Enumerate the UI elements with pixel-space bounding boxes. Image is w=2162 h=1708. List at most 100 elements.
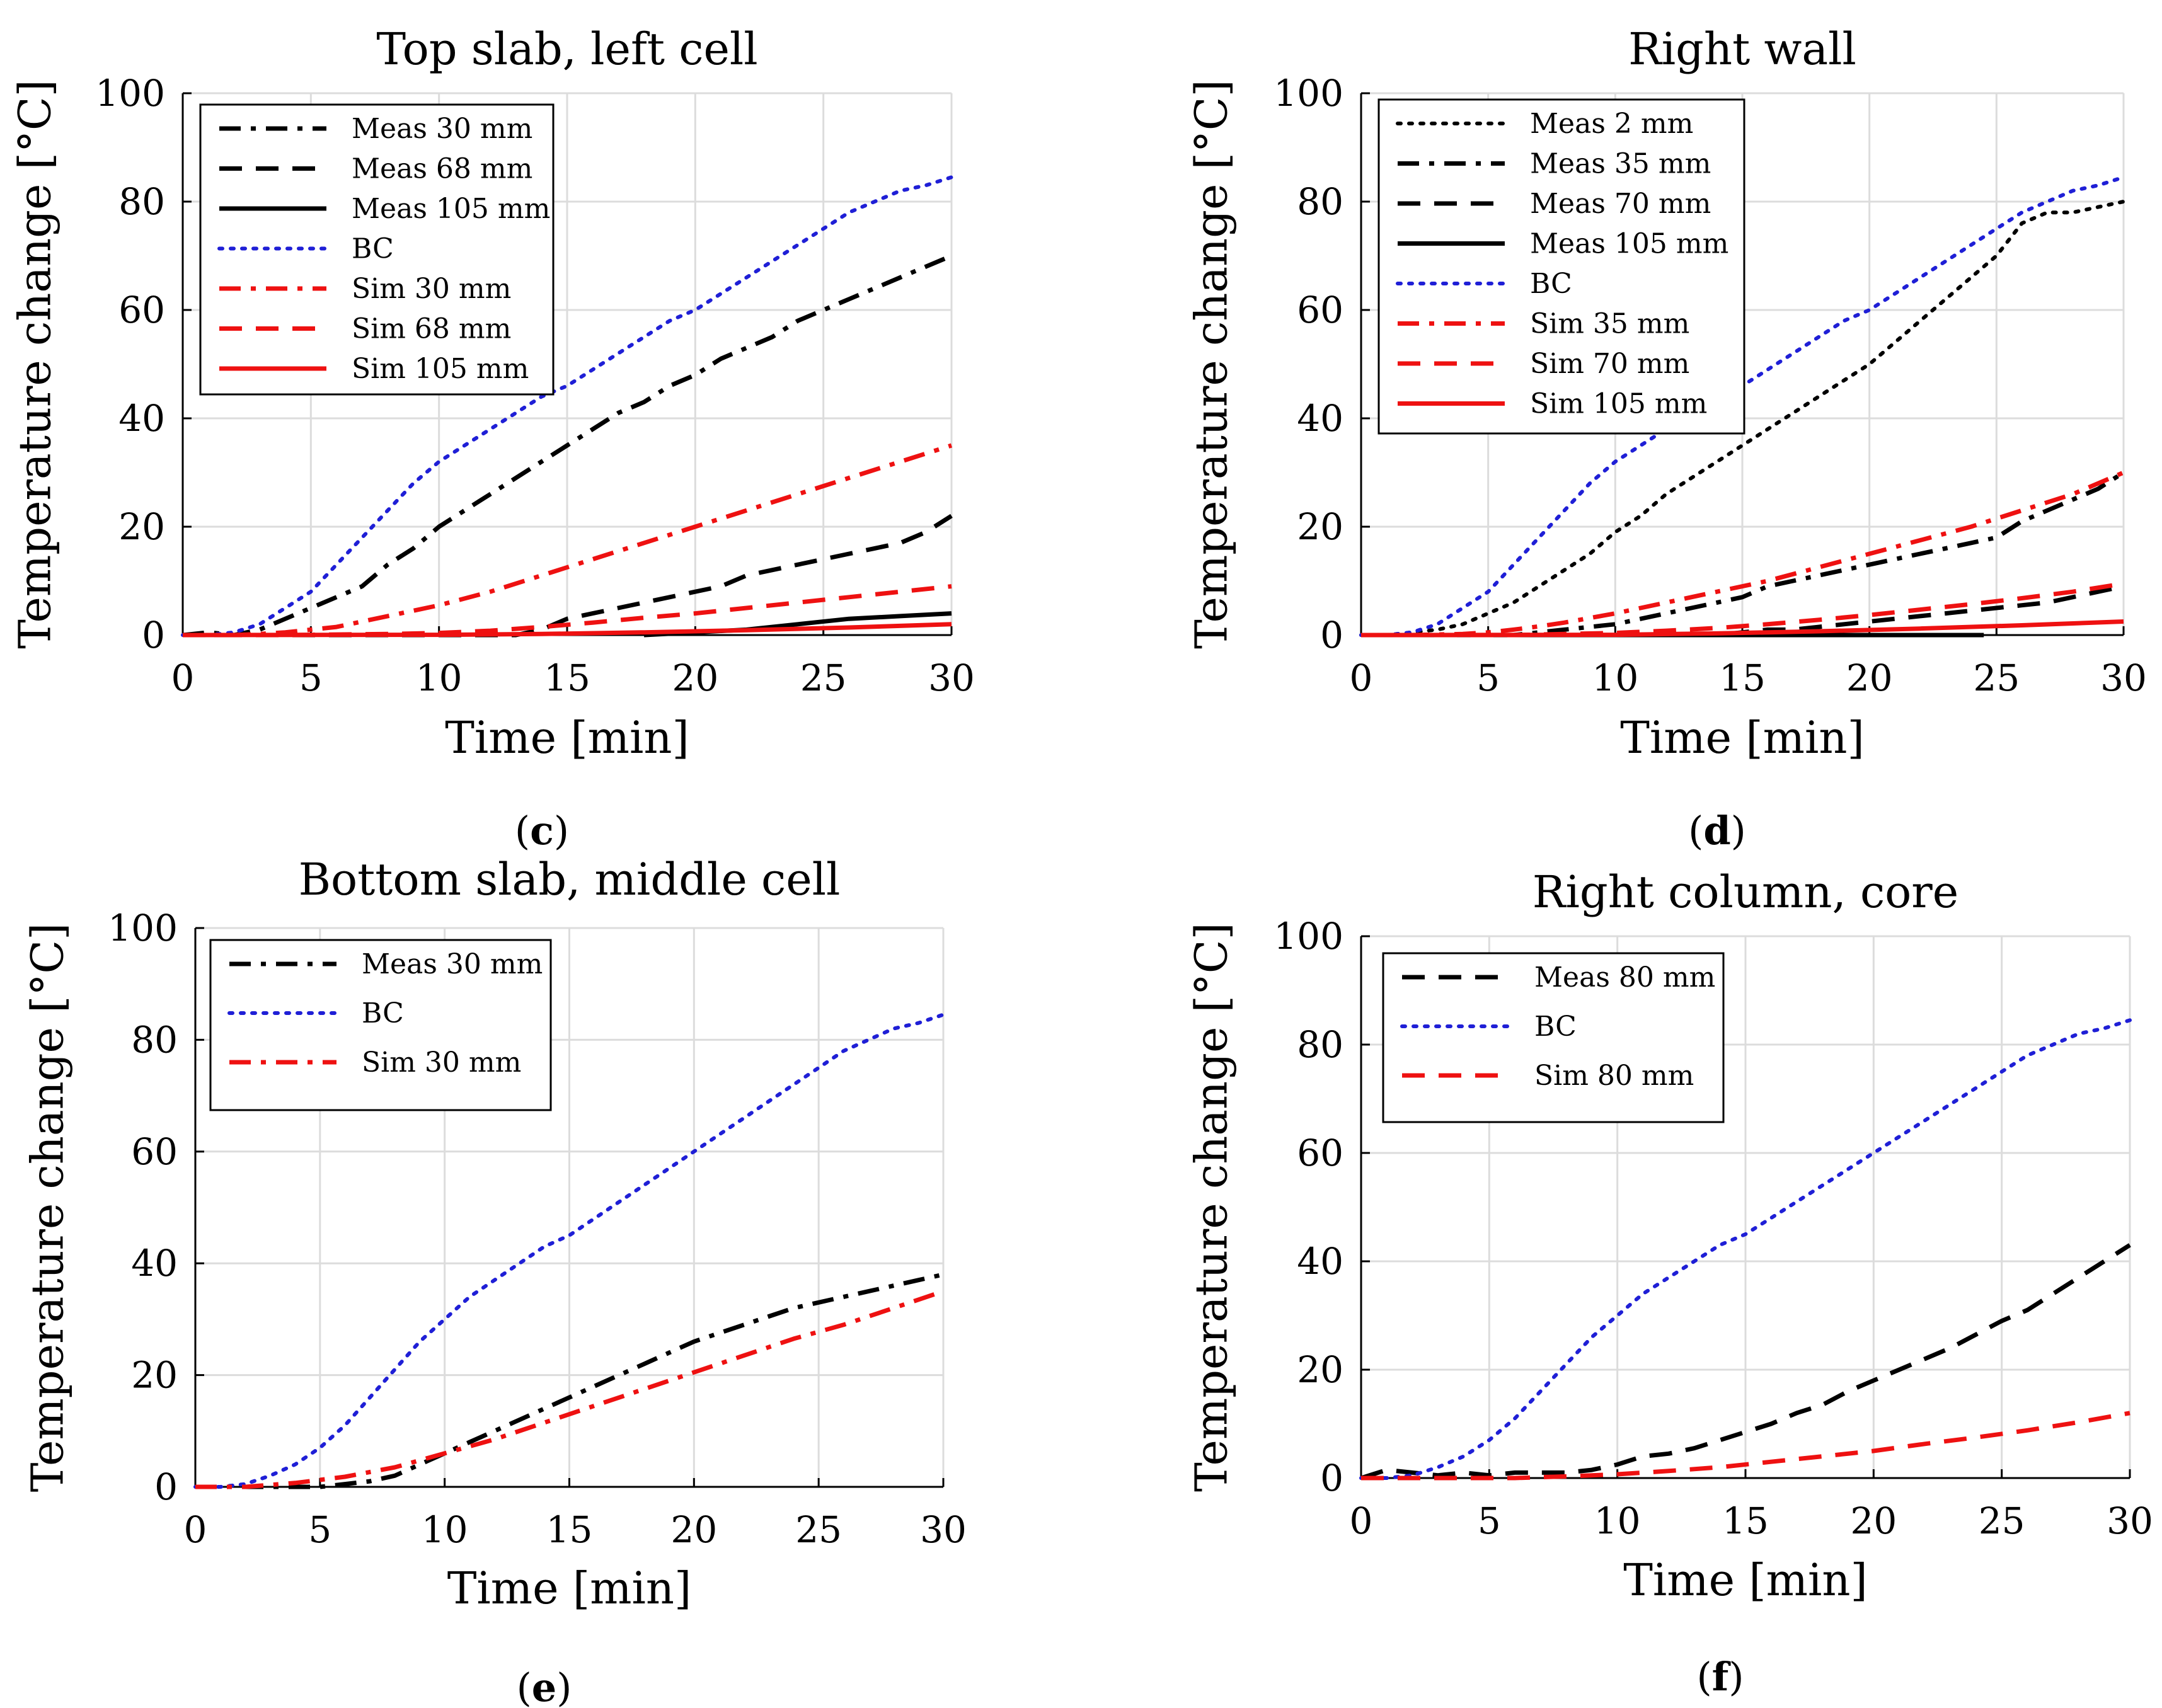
chart-panel-f: 0 5 10 15 20 25 30 0 20 40 60 80 100 Right column, co… xyxy=(1186,866,2153,1700)
chart-title: Top slab, left cell xyxy=(376,23,757,75)
y-tick-label: 40 xyxy=(131,1242,178,1285)
series-line xyxy=(183,584,952,638)
series-line xyxy=(1361,470,2125,638)
legend-label: Meas 35 mm xyxy=(1530,148,1711,180)
panel-caption: (c) xyxy=(515,808,569,854)
y-tick-label: 80 xyxy=(1297,180,1343,223)
legend-box xyxy=(1377,98,1745,435)
legend-label: Meas 80 mm xyxy=(1534,961,1715,994)
y-tick-label: 60 xyxy=(1297,289,1343,331)
x-axis-label: Time [min] xyxy=(1623,1554,1868,1606)
series-line xyxy=(1361,471,2125,638)
x-tick-label: 30 xyxy=(928,656,975,699)
x-axis-label: Time [min] xyxy=(1620,712,1865,764)
legend-box xyxy=(209,939,552,1111)
chart-title: Right column, core xyxy=(1532,866,1958,918)
y-tick-label: 60 xyxy=(118,289,165,331)
y-axis-label: Temperature change [°C] xyxy=(1186,79,1238,649)
y-axis-label: Temperature change [°C] xyxy=(22,923,74,1493)
chart-panel-e: 0 5 10 15 20 25 30 0 20 40 60 80 100 Bottom slab, mid… xyxy=(22,854,967,1708)
y-tick-label: 40 xyxy=(118,397,165,440)
series-line xyxy=(1359,200,2125,637)
series-line xyxy=(182,622,952,638)
y-tick-label: 100 xyxy=(95,72,165,115)
y-tick-label: 40 xyxy=(1297,1240,1343,1283)
legend-label: Sim 80 mm xyxy=(1534,1060,1694,1092)
x-tick-label: 25 xyxy=(795,1508,842,1551)
chart-panel-c: 0 5 10 15 20 25 30 0 20 40 60 80 100 Top slab, left c… xyxy=(9,23,975,854)
y-tick-label: 20 xyxy=(1297,1348,1343,1391)
legend-label: Meas 105 mm xyxy=(1530,228,1728,260)
legend-label: Sim 30 mm xyxy=(352,273,511,305)
x-tick-label: 25 xyxy=(800,656,847,699)
y-tick-label: 0 xyxy=(154,1465,178,1508)
series-line xyxy=(1361,1411,2130,1481)
x-tick-label: 20 xyxy=(1846,656,1893,699)
y-tick-label: 100 xyxy=(108,907,178,949)
legend-label: Sim 30 mm xyxy=(362,1046,521,1079)
y-axis-label: Temperature change [°C] xyxy=(9,79,61,649)
legend-label: Sim 68 mm xyxy=(352,313,511,345)
legend-label: Sim 105 mm xyxy=(352,353,529,385)
panel-caption: (e) xyxy=(517,1665,572,1708)
chart-title: Right wall xyxy=(1628,23,1856,75)
x-tick-label: 5 xyxy=(1478,1499,1501,1542)
legend-label: BC xyxy=(1534,1011,1577,1043)
x-tick-label: 10 xyxy=(1592,656,1638,699)
x-tick-label: 15 xyxy=(1722,1499,1769,1542)
x-tick-label: 15 xyxy=(1719,656,1766,699)
legend-label: Sim 70 mm xyxy=(1530,348,1689,380)
x-tick-label: 15 xyxy=(546,1508,593,1551)
x-tick-label: 30 xyxy=(2100,656,2147,699)
y-tick-label: 0 xyxy=(142,614,165,656)
x-tick-label: 10 xyxy=(422,1508,468,1551)
y-tick-label: 20 xyxy=(131,1354,178,1397)
legend-label: BC xyxy=(352,233,394,265)
series-line xyxy=(1360,619,2124,638)
y-tick-label: 40 xyxy=(1297,397,1343,440)
panel-caption: (d) xyxy=(1688,808,1746,854)
x-tick-label: 15 xyxy=(544,656,590,699)
x-tick-label: 5 xyxy=(1476,656,1500,699)
x-axis-label: Time [min] xyxy=(445,712,689,764)
chart-title: Bottom slab, middle cell xyxy=(299,854,841,905)
x-tick-label: 25 xyxy=(1973,656,2020,699)
y-tick-label: 60 xyxy=(131,1130,178,1173)
legend-box xyxy=(1382,952,1725,1123)
x-tick-label: 0 xyxy=(1350,1499,1373,1542)
x-tick-label: 10 xyxy=(416,656,463,699)
legend-label: BC xyxy=(362,997,404,1029)
x-tick-label: 30 xyxy=(920,1508,967,1551)
x-tick-label: 20 xyxy=(670,1508,717,1551)
legend-label: Sim 35 mm xyxy=(1530,308,1689,340)
legend-label: Meas 30 mm xyxy=(352,113,532,145)
series-line xyxy=(182,253,953,638)
series-line xyxy=(195,1289,945,1489)
y-tick-label: 60 xyxy=(1297,1132,1343,1174)
legend-label: BC xyxy=(1530,268,1572,300)
y-tick-label: 0 xyxy=(1320,1457,1343,1499)
y-axis-label: Temperature change [°C] xyxy=(1186,922,1238,1492)
x-tick-label: 5 xyxy=(299,656,323,699)
panel-caption: (f) xyxy=(1696,1654,1744,1700)
x-tick-label: 0 xyxy=(184,1508,207,1551)
series-line xyxy=(193,1012,945,1489)
y-tick-label: 80 xyxy=(118,180,165,223)
x-tick-label: 25 xyxy=(1979,1499,2025,1542)
legend-label: Meas 2 mm xyxy=(1530,108,1693,140)
series-line xyxy=(1361,584,2124,638)
series-line xyxy=(1359,1018,2132,1480)
series-line xyxy=(183,443,953,638)
x-tick-label: 30 xyxy=(2107,1499,2153,1542)
y-tick-label: 80 xyxy=(131,1018,178,1061)
y-tick-label: 20 xyxy=(1297,505,1343,548)
series-line xyxy=(195,1272,944,1489)
y-tick-label: 80 xyxy=(1297,1023,1343,1066)
x-tick-label: 20 xyxy=(1850,1499,1897,1542)
series-line xyxy=(1360,1243,2131,1481)
y-tick-label: 0 xyxy=(1320,614,1343,656)
x-axis-label: Time [min] xyxy=(447,1562,692,1614)
legend-label: Meas 105 mm xyxy=(352,193,550,225)
series-line xyxy=(181,175,953,637)
